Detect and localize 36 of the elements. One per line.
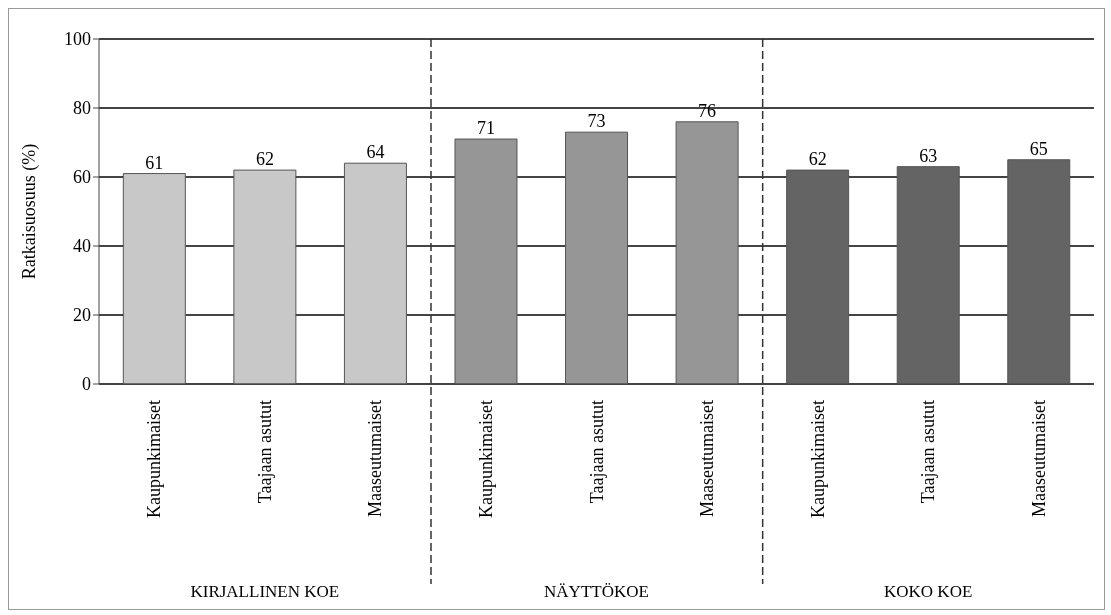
x-tick-label: Taajaan asutut <box>586 400 607 504</box>
x-tick-label: Maaseutumaiset <box>365 400 386 517</box>
x-tick-label: Taajaan asutut <box>254 400 275 504</box>
data-label: 73 <box>587 111 606 132</box>
bar <box>786 169 850 384</box>
data-label: 63 <box>919 145 938 166</box>
bar <box>122 173 186 384</box>
y-tick-label: 20 <box>73 305 91 326</box>
bar <box>1007 159 1071 384</box>
data-label: 62 <box>255 149 274 170</box>
data-label: 65 <box>1029 138 1048 159</box>
text: NÄYTTÖKOE <box>543 582 650 602</box>
y-axis-title: Ratkaisuosuus (%) <box>19 143 41 280</box>
y-tick-label: 40 <box>73 236 91 257</box>
data-label: 71 <box>476 118 495 139</box>
text: KIRJALLINEN KOE <box>189 582 341 602</box>
bar <box>565 131 629 384</box>
bar <box>454 138 518 384</box>
data-label: 61 <box>145 152 164 173</box>
x-tick-label: Maaseutumaiset <box>697 400 718 517</box>
y-tick-label: 60 <box>73 167 91 188</box>
y-tick-label: 0 <box>82 374 91 395</box>
bar <box>675 121 739 384</box>
bar <box>233 169 297 384</box>
x-tick-label: Taajaan asutut <box>918 400 939 504</box>
x-tick-label: Kaupunkimaiset <box>475 400 496 518</box>
x-tick-label: Kaupunkimaiset <box>807 400 828 518</box>
text: KOKO KOE <box>883 582 974 602</box>
bar <box>896 166 960 384</box>
x-tick-label: Kaupunkimaiset <box>144 400 165 518</box>
bar <box>343 162 407 384</box>
data-label: 64 <box>366 142 385 163</box>
y-tick-label: 80 <box>73 98 91 119</box>
x-tick-label: Maaseutumaiset <box>1028 400 1049 517</box>
data-label: 62 <box>808 149 827 170</box>
y-tick-label: 100 <box>64 29 91 50</box>
